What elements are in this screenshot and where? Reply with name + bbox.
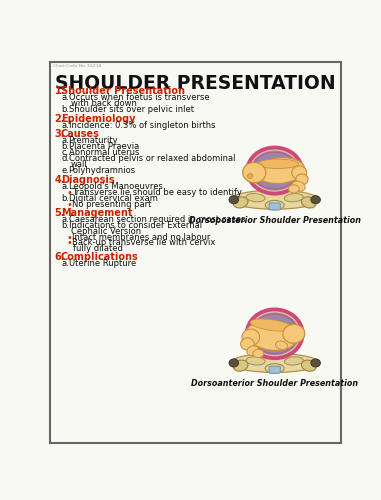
Ellipse shape	[292, 166, 307, 179]
Text: Dorsoanterior Shoulder Presentation: Dorsoanterior Shoulder Presentation	[191, 379, 358, 388]
Text: Shoulder Presentation: Shoulder Presentation	[61, 86, 185, 96]
Ellipse shape	[231, 190, 319, 209]
Ellipse shape	[258, 159, 299, 168]
Text: Complications: Complications	[61, 252, 139, 262]
Text: b.: b.	[62, 105, 70, 114]
Text: b.: b.	[62, 221, 70, 230]
Text: a.: a.	[62, 121, 69, 130]
Ellipse shape	[246, 194, 265, 202]
Ellipse shape	[284, 194, 303, 202]
Text: Occurs when foetus is transverse: Occurs when foetus is transverse	[69, 93, 209, 102]
Text: 5.: 5.	[54, 208, 65, 218]
Ellipse shape	[246, 322, 297, 350]
Circle shape	[247, 174, 253, 178]
Text: SHOULDER PRESENTATION: SHOULDER PRESENTATION	[54, 74, 335, 93]
Text: Epidemiology: Epidemiology	[61, 114, 135, 124]
Text: Caesarean section required in most cases: Caesarean section required in most cases	[69, 215, 245, 224]
Ellipse shape	[250, 319, 292, 331]
Text: Uterine Rupture: Uterine Rupture	[69, 259, 136, 268]
Text: •: •	[67, 188, 73, 198]
FancyBboxPatch shape	[269, 366, 280, 373]
Text: d.: d.	[62, 154, 70, 164]
Text: Indications to consider External: Indications to consider External	[69, 221, 202, 230]
Text: Incidence: 0.3% of singleton births: Incidence: 0.3% of singleton births	[69, 121, 215, 130]
Ellipse shape	[229, 359, 239, 367]
Ellipse shape	[311, 359, 320, 367]
Text: Abnormal uterus: Abnormal uterus	[69, 148, 139, 158]
Text: •: •	[67, 233, 73, 243]
Ellipse shape	[240, 338, 254, 350]
Ellipse shape	[292, 181, 305, 191]
Text: a.: a.	[62, 93, 69, 102]
Ellipse shape	[247, 346, 259, 356]
Ellipse shape	[242, 329, 260, 345]
Ellipse shape	[251, 150, 299, 190]
Text: Shoulder sits over pelvic inlet: Shoulder sits over pelvic inlet	[69, 105, 194, 114]
Text: Causes: Causes	[61, 130, 100, 140]
Text: 2.: 2.	[54, 114, 65, 124]
Ellipse shape	[231, 354, 319, 372]
Text: Transverse lie should be easy to identify: Transverse lie should be easy to identif…	[72, 188, 242, 197]
FancyBboxPatch shape	[50, 62, 341, 442]
Ellipse shape	[253, 350, 264, 358]
Text: 3.: 3.	[54, 130, 65, 140]
Ellipse shape	[256, 158, 305, 184]
Text: Back-up transverse lie with cervix: Back-up transverse lie with cervix	[72, 238, 215, 248]
Ellipse shape	[249, 149, 301, 192]
Text: with back down: with back down	[71, 99, 137, 108]
Ellipse shape	[248, 311, 301, 356]
Text: No presenting part: No presenting part	[72, 200, 151, 208]
Ellipse shape	[301, 360, 316, 371]
Text: a.: a.	[62, 136, 69, 145]
Ellipse shape	[284, 357, 303, 365]
Ellipse shape	[233, 360, 248, 371]
Text: Prematurity: Prematurity	[69, 136, 118, 145]
Ellipse shape	[288, 185, 299, 193]
Text: a.: a.	[62, 259, 69, 268]
Ellipse shape	[301, 197, 316, 208]
Text: 1.: 1.	[54, 86, 65, 96]
Ellipse shape	[265, 200, 284, 210]
FancyBboxPatch shape	[269, 203, 280, 210]
Ellipse shape	[229, 196, 239, 204]
Ellipse shape	[233, 197, 248, 208]
Text: Intact membranes and no labour: Intact membranes and no labour	[72, 233, 210, 242]
Text: Digital cervical exam: Digital cervical exam	[69, 194, 157, 202]
Text: Contracted pelvis or relaxed abdominal: Contracted pelvis or relaxed abdominal	[69, 154, 235, 164]
Text: Polyhydramnios: Polyhydramnios	[69, 166, 136, 175]
Text: Diagnosis: Diagnosis	[61, 175, 114, 185]
Text: 4.: 4.	[54, 175, 65, 185]
Text: Cephalic Version: Cephalic Version	[71, 227, 141, 236]
Ellipse shape	[283, 324, 305, 344]
Ellipse shape	[250, 312, 299, 355]
Ellipse shape	[265, 364, 284, 373]
Text: wall: wall	[71, 160, 88, 170]
Ellipse shape	[243, 162, 266, 183]
Text: a.: a.	[62, 182, 69, 191]
Text: b.: b.	[62, 142, 70, 152]
Text: fully dilated: fully dilated	[73, 244, 123, 253]
Text: Chart Code No. 56218: Chart Code No. 56218	[53, 64, 101, 68]
Text: c.: c.	[62, 148, 69, 158]
Text: Leopold's Manoeuvres: Leopold's Manoeuvres	[69, 182, 162, 191]
Text: 6.: 6.	[54, 252, 65, 262]
Ellipse shape	[246, 357, 265, 365]
Text: Management: Management	[61, 208, 132, 218]
Text: Dorsoposterior Shoulder Presentation: Dorsoposterior Shoulder Presentation	[189, 216, 361, 224]
Text: e.: e.	[62, 166, 69, 175]
Text: •: •	[67, 238, 73, 248]
Ellipse shape	[275, 341, 288, 349]
Text: Placenta Praevia: Placenta Praevia	[69, 142, 139, 152]
Ellipse shape	[296, 174, 308, 185]
Text: a.: a.	[62, 215, 69, 224]
Ellipse shape	[311, 196, 320, 204]
Text: b.: b.	[62, 194, 70, 202]
Text: •: •	[67, 200, 73, 209]
